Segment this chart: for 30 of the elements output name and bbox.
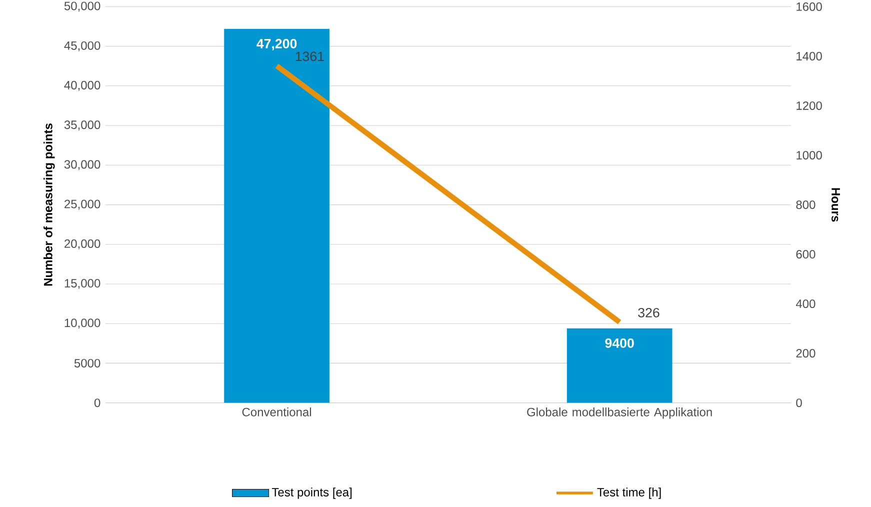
y2-axis-title: Hours	[832, 188, 840, 222]
y-tick-label: 35,000	[64, 120, 100, 131]
y2-tick-label: 1000	[796, 151, 822, 160]
y-tick-label: 20,000	[64, 239, 100, 250]
data-label: 9400	[605, 338, 634, 348]
y-tick-label: 5000	[74, 359, 100, 368]
y-tick-label: 0	[94, 398, 100, 408]
y-tick-label: 45,000	[64, 41, 100, 52]
y-tick-label: 15,000	[64, 279, 100, 289]
y2-tick-label: 600	[796, 250, 816, 259]
y2-tick-label: 200	[796, 349, 816, 358]
y2-tick-label: 1400	[796, 52, 822, 61]
y2-tick-label: 1200	[796, 102, 822, 110]
y2-tick-label: 800	[796, 200, 816, 210]
data-label: 326	[638, 308, 660, 318]
y-tick-label: 25,000	[64, 200, 100, 210]
x-tick-label: Globale modellbasierte Applikation	[527, 408, 712, 419]
y-tick-label: 10,000	[64, 318, 100, 329]
x-tick-label: Conventional	[242, 408, 311, 416]
legend-label: Test points [ea]	[272, 488, 352, 499]
y2-tick-label: 1600	[796, 2, 822, 11]
y2-tick-label: 0	[796, 398, 802, 408]
data-label: 47,200	[256, 38, 297, 50]
y-tick-label: 30,000	[64, 160, 100, 170]
y2-tick-label: 400	[796, 300, 816, 308]
y-tick-label: 40,000	[64, 80, 100, 91]
y-axis-title: Number of measuring points	[44, 124, 55, 286]
legend-label: Test time [h]	[597, 488, 661, 499]
data-label: 1361	[296, 52, 324, 62]
y-tick-label: 50,000	[64, 2, 100, 12]
